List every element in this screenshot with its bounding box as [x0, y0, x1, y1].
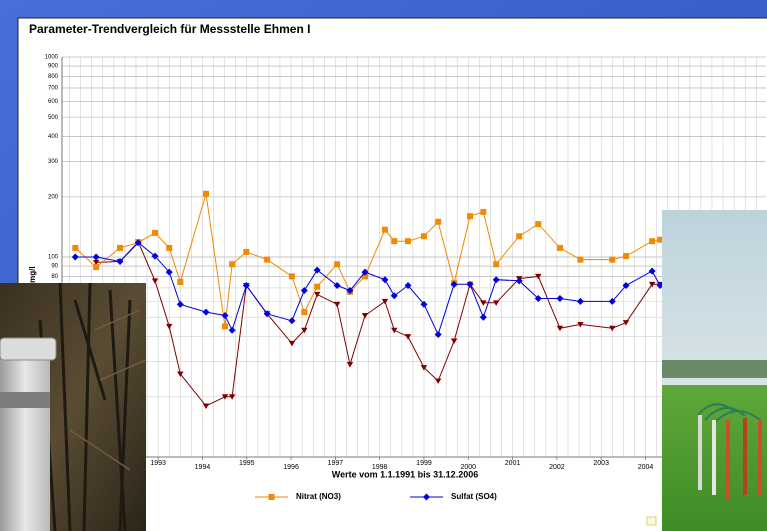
y-tick-label: 900 — [48, 64, 59, 70]
y-tick-label: 200 — [48, 194, 59, 200]
marker — [222, 323, 228, 329]
marker — [229, 261, 235, 267]
chart-title: Parameter-Trendvergleich für Messstelle … — [29, 22, 310, 36]
marker — [493, 261, 499, 267]
marker — [264, 257, 270, 263]
marker — [557, 245, 563, 251]
marker — [405, 238, 411, 244]
marker — [516, 233, 522, 239]
x-tick-label: 1995 — [239, 460, 255, 467]
y-tick-label: 90 — [51, 264, 58, 270]
marker — [382, 227, 388, 233]
marker — [435, 219, 441, 225]
marker — [421, 233, 427, 239]
page: {"chart_data": { "type": "line", "title"… — [0, 0, 767, 531]
resize-icon — [647, 517, 656, 525]
marker — [203, 191, 209, 197]
marker — [314, 284, 320, 290]
marker — [467, 213, 473, 219]
marker — [177, 279, 183, 285]
marker — [334, 261, 340, 267]
x-tick-label: 2003 — [593, 460, 609, 467]
marker — [93, 264, 99, 270]
marker — [609, 257, 615, 263]
plot-area — [62, 57, 766, 457]
y-tick-label: 1000 — [45, 55, 59, 61]
marker — [269, 494, 275, 500]
x-tick-label: 2004 — [638, 464, 654, 471]
x-tick-label: 1996 — [283, 464, 299, 471]
legend-label: Sulfat (SO4) — [451, 492, 497, 501]
y-tick-label: 500 — [48, 115, 59, 121]
marker — [72, 245, 78, 251]
marker — [152, 230, 158, 236]
y-tick-label: 800 — [48, 74, 59, 80]
marker — [166, 245, 172, 251]
marker — [301, 309, 307, 315]
marker — [535, 221, 541, 227]
x-tick-label: 2000 — [460, 464, 476, 471]
screen: Parameter-Trendvergleich für Messstelle … — [0, 0, 767, 531]
marker — [623, 253, 629, 259]
marker — [577, 257, 583, 263]
x-tick-label: 2001 — [505, 460, 521, 467]
x-tick-label: 2002 — [549, 464, 565, 471]
x-tick-label: 1999 — [416, 460, 432, 467]
marker — [391, 238, 397, 244]
marker — [649, 238, 655, 244]
marker — [289, 273, 295, 279]
x-tick-label: 1997 — [328, 460, 344, 467]
y-tick-label: 600 — [48, 99, 59, 105]
x-tick-label: 1994 — [195, 464, 211, 471]
marker — [117, 245, 123, 251]
x-tick-label: 1993 — [150, 460, 166, 467]
marker — [480, 209, 486, 215]
x-axis-title: Werte vom 1.1.1991 bis 31.12.2006 — [332, 469, 478, 479]
marker — [243, 249, 249, 255]
y-tick-label: 300 — [48, 159, 59, 165]
y-tick-label: 700 — [48, 86, 59, 92]
y-tick-label: 400 — [48, 134, 59, 140]
x-tick-label: 1998 — [372, 464, 388, 471]
legend-label: Nitrat (NO3) — [296, 492, 341, 501]
y-tick-label: 100 — [48, 255, 59, 261]
photo-well-pipe — [0, 283, 146, 531]
photo-field — [662, 210, 767, 531]
y-tick-label: 80 — [51, 274, 58, 280]
